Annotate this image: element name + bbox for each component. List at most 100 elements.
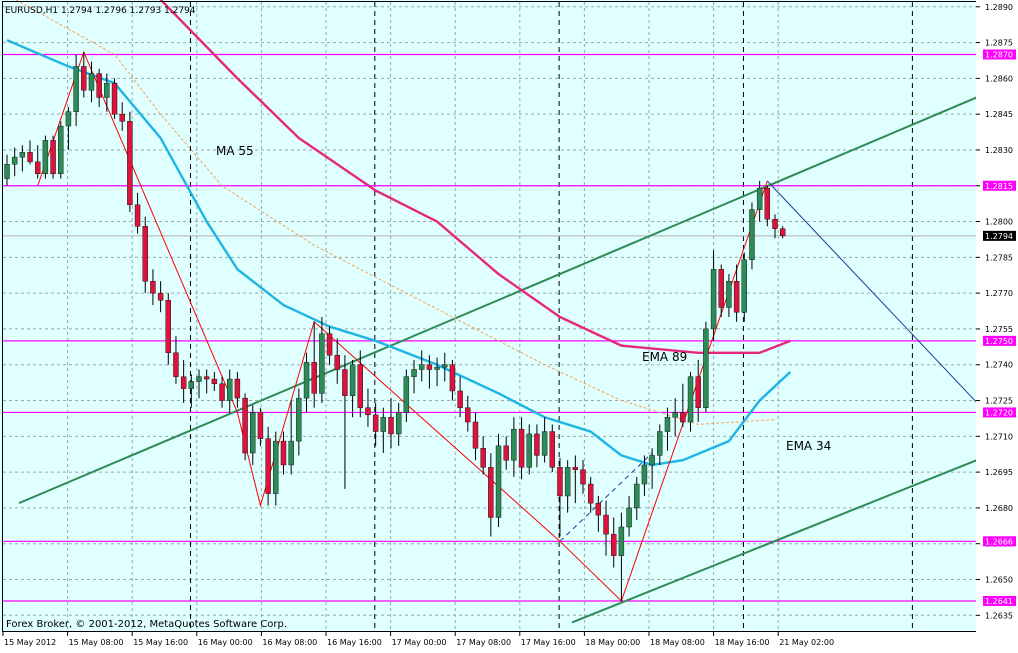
- candle-body: [534, 433, 540, 456]
- time-tick-label: 15 May 08:00: [69, 638, 124, 647]
- candle-body: [457, 390, 463, 408]
- time-tick-label: 18 May 16:00: [715, 638, 770, 647]
- chart-background: [0, 0, 976, 632]
- candle-body: [196, 376, 202, 382]
- candle-body: [741, 259, 747, 313]
- candle-body: [726, 281, 732, 308]
- trend-channel: [18, 96, 978, 624]
- channel-lower-line: [571, 459, 978, 624]
- candle-body: [157, 292, 164, 301]
- channel-upper-line: [18, 96, 978, 505]
- candle-body: [65, 111, 72, 127]
- candle-body: [434, 366, 440, 370]
- level-price-label: 1.2720: [985, 408, 1013, 417]
- candle-body: [687, 376, 694, 423]
- zigzag-indicator: [37, 50, 983, 602]
- candle-body: [104, 82, 110, 98]
- candle-body: [419, 364, 425, 370]
- level-price-tag: [983, 595, 1016, 606]
- candle-body: [549, 431, 555, 468]
- candle-body: [303, 362, 310, 399]
- time-tick-label: 16 May 16:00: [327, 638, 382, 647]
- candle-body: [733, 281, 740, 313]
- chart-header: EURUSD,H1 1.2794 1.2796 1.2793 1.2794: [5, 6, 196, 16]
- level-price-tag: [983, 407, 1016, 418]
- price-tick-label: 1.2785: [985, 253, 1013, 262]
- candle-body: [173, 352, 179, 377]
- candle-body: [587, 483, 594, 504]
- level-price-tag: [983, 49, 1016, 60]
- candle-body: [127, 121, 133, 206]
- candle-body: [273, 440, 279, 494]
- time-tick-label: 16 May 00:00: [198, 638, 253, 647]
- candle-body: [96, 73, 102, 98]
- candle-body: [641, 464, 648, 485]
- current-price-tag: [983, 230, 1016, 241]
- candle-body: [718, 269, 724, 308]
- candle-body: [203, 376, 210, 380]
- time-tick-label: 18 May 00:00: [585, 638, 640, 647]
- candle-body: [380, 417, 387, 432]
- candle-body: [557, 467, 563, 497]
- candle-body: [311, 362, 317, 394]
- candle-body: [27, 152, 33, 163]
- candle-body: [365, 407, 371, 416]
- price-tick-label: 1.2740: [985, 361, 1013, 370]
- ma55-line: [15, 0, 776, 425]
- level-price-label: 1.2870: [985, 51, 1013, 60]
- level-price-label: 1.2750: [985, 337, 1013, 346]
- candle-body: [81, 66, 87, 91]
- candle-body: [603, 514, 609, 535]
- candle-body: [664, 417, 671, 432]
- candle-body: [219, 383, 225, 401]
- price-axis[interactable]: 1.2890 1.2875 1.2860 1.2845 1.2830 1.2815 1.28…: [976, 0, 1018, 649]
- price-tick-label: 1.2725: [985, 397, 1013, 406]
- price-tick-label: 1.2710: [985, 432, 1013, 441]
- candle-body: [319, 333, 325, 394]
- candle-body: [257, 412, 264, 439]
- candle-body: [250, 412, 256, 454]
- candle-body: [134, 204, 141, 227]
- candle-body: [334, 354, 340, 370]
- candle-body: [526, 433, 532, 468]
- time-tick-label: 17 May 08:00: [456, 638, 511, 647]
- price-tick-label: 1.2650: [985, 576, 1013, 585]
- candle-body: [710, 269, 717, 330]
- ema89-line: [159, 0, 791, 354]
- time-tick-label: 17 May 00:00: [392, 638, 447, 647]
- candle-body: [634, 483, 640, 509]
- price-tick-label: 1.2635: [985, 611, 1013, 620]
- price-tick-label: 1.2875: [985, 39, 1013, 48]
- candle-body: [165, 300, 171, 353]
- annotations: MA 55 EMA 89 EMA 34: [216, 144, 831, 453]
- candle-body: [211, 378, 218, 385]
- horizontal-levels: [3, 53, 976, 602]
- price-tick-label: 1.2680: [985, 504, 1013, 513]
- time-axis[interactable]: 15 May 2012 15 May 08:00 15 May 16:00 16 Ma…: [0, 632, 1018, 649]
- candle-body: [234, 378, 241, 399]
- candle-body: [73, 66, 79, 112]
- candle-body: [749, 209, 755, 260]
- price-tick-label: 1.2860: [985, 74, 1013, 83]
- copyright-text: Forex Broker, © 2001-2012, MetaQuotes So…: [6, 619, 287, 630]
- candle-body: [4, 164, 10, 179]
- candle-body: [19, 152, 26, 158]
- time-tick-label: 15 May 2012: [4, 638, 56, 647]
- candle-body: [649, 455, 655, 466]
- candle-body: [657, 431, 663, 456]
- time-tick-label: 18 May 08:00: [650, 638, 705, 647]
- candle-body: [511, 428, 517, 461]
- candle-body: [449, 364, 456, 392]
- candle-body: [372, 414, 379, 432]
- level-price-label: 1.2666: [985, 537, 1013, 546]
- candle-body: [388, 417, 394, 435]
- price-tick-label: 1.2695: [985, 468, 1013, 477]
- candle-body: [779, 228, 786, 237]
- price-tick-label: 1.2770: [985, 289, 1013, 298]
- candle-body: [180, 376, 187, 389]
- candle-body: [695, 376, 701, 408]
- candle-body: [541, 431, 548, 456]
- price-tick-label: 1.2890: [985, 3, 1013, 12]
